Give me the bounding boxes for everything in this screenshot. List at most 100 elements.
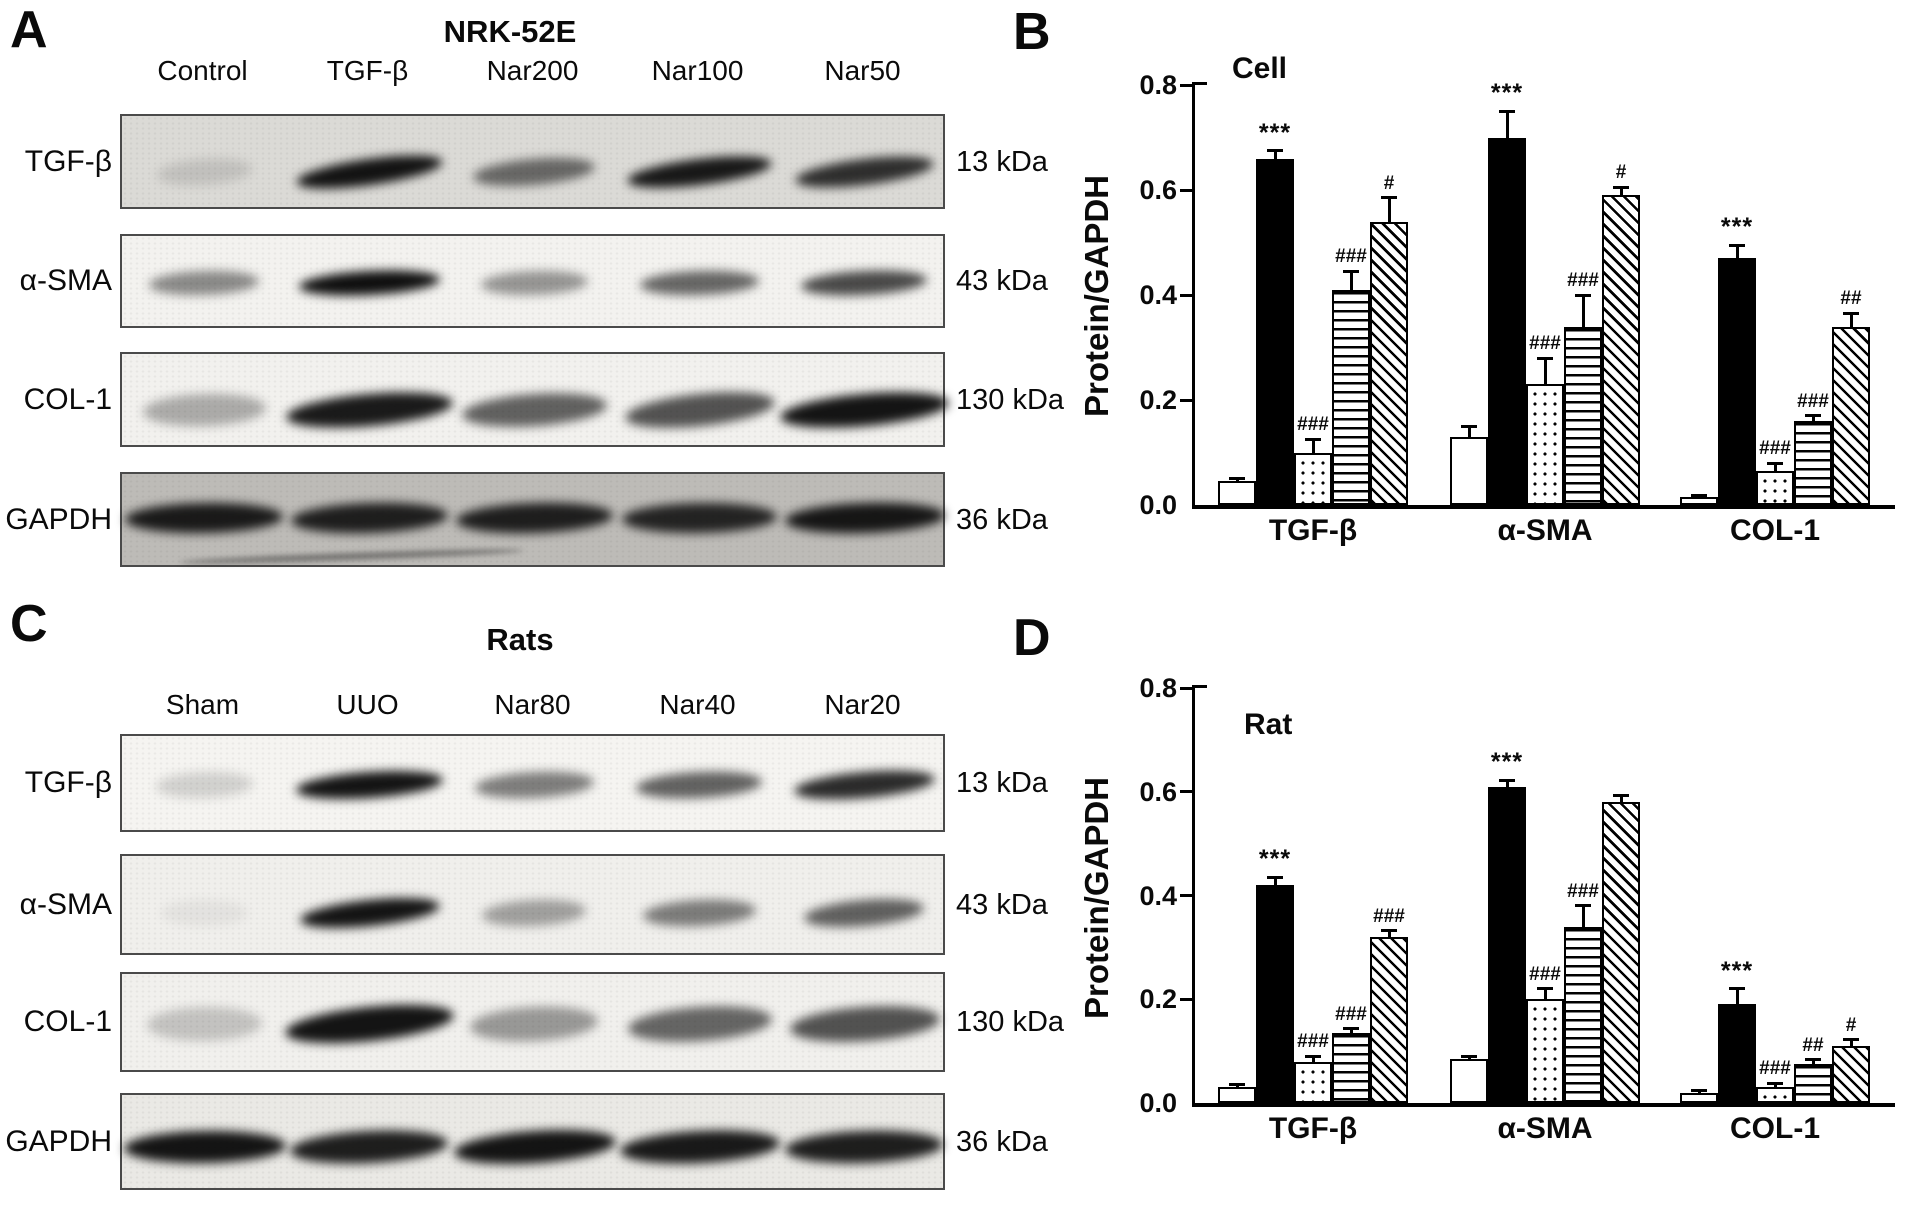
protein-band [626,1002,773,1046]
protein-band [452,1124,617,1169]
panel-d-letter: D [1013,609,1051,667]
protein-band [123,1129,286,1164]
error-bar-stem [1619,795,1623,803]
bar-dotted [1756,1087,1794,1103]
protein-band [298,267,441,299]
error-bar-cap [1575,904,1591,908]
lane-label: UUO [336,689,399,720]
error-bar-stem [1773,463,1777,471]
protein-band [625,149,774,194]
bar-open [1680,1092,1718,1103]
error-bar-stem [1811,1059,1815,1065]
significance-marker: *** [1720,213,1754,242]
error-bar-cap [1537,356,1553,360]
blot-row-label: TGF-β [24,766,112,799]
error-bar-cap [1729,243,1745,247]
protein-band [298,892,441,933]
protein-band [142,391,267,428]
protein-band [283,998,456,1050]
significance-marker: *** [1490,79,1524,108]
blot-row-label: α-SMA [19,264,112,297]
protein-band [623,385,776,434]
bar-diagonal-hatch [1370,221,1408,505]
y-tick-label: 0.8 [1139,673,1177,703]
blot-image [120,114,945,209]
lane-label: Sham [165,689,240,720]
error-bar-stem [1387,930,1391,937]
blot-image [120,472,945,567]
bar-open [1680,497,1718,505]
significance-marker: ### [1759,438,1791,459]
protein-band [784,499,945,536]
significance-marker: ## [1802,1034,1824,1056]
bar-dotted [1526,999,1564,1103]
error-bar-stem [1311,1056,1315,1062]
significance-marker: *** [1258,118,1292,147]
bar-diagonal-hatch [1832,326,1870,505]
bar-open [1218,481,1256,505]
protein-band [480,269,589,297]
error-bar-stem [1773,1083,1777,1088]
blot-image [120,1093,945,1190]
error-bar-cap [1767,461,1783,465]
protein-band [794,150,935,193]
significance-marker: ### [1567,880,1599,902]
bar-horizontal-hatch [1332,1032,1370,1103]
protein-band [125,501,284,534]
significance-marker: ### [1297,414,1329,436]
protein-band [642,896,757,929]
error-bar-cap [1305,437,1321,441]
x-category-label: TGF-β [1268,1112,1358,1145]
panel-a-title: NRK-52E [443,14,577,49]
y-axis-tick [1180,894,1192,897]
bar-open [1450,436,1488,505]
protein-band [635,768,764,802]
blot-row-label: COL-1 [23,1005,112,1038]
molecular-weight-label: 130 kDa [956,1006,1065,1038]
error-bar-stem [1273,150,1277,159]
y-axis [1192,685,1195,1103]
error-bar-cap [1613,794,1629,798]
significance-marker: ### [1297,1031,1329,1053]
lane-label: TGF-β [326,55,409,86]
panel-c-title: Rats [486,622,554,657]
x-category-label: COL-1 [1730,514,1820,547]
significance-marker: *** [1720,956,1754,985]
significance-marker: ### [1335,246,1367,268]
error-bar-cap [1843,1038,1859,1042]
bar-dotted [1756,470,1794,505]
bar-open [1450,1058,1488,1103]
bar-solid-black [1488,137,1526,505]
y-axis [1192,82,1195,505]
bar-horizontal-hatch [1332,289,1370,505]
y-axis-tick [1180,398,1192,402]
error-bar-stem [1849,1039,1853,1046]
error-bar-stem [1505,780,1509,787]
error-bar-stem [1849,313,1853,327]
blot-row-label: COL-1 [23,382,112,416]
protein-band [474,768,595,802]
x-category-label: COL-1 [1730,1112,1820,1145]
protein-band [149,269,260,297]
y-axis-tick [1180,997,1192,1001]
x-category-label: α-SMA [1497,1112,1593,1145]
y-axis-top-tick [1195,685,1207,688]
bar-diagonal-hatch [1602,802,1640,1103]
bar-horizontal-hatch [1794,421,1832,505]
lane-label: Nar80 [494,689,571,720]
lane-label: Control [157,55,248,86]
error-bar-cap [1229,477,1245,481]
blot-image [120,352,951,447]
panel-b-letter: B [1013,3,1051,61]
y-tick-label: 0.0 [1139,490,1177,520]
significance-marker: ### [1373,905,1405,927]
bar-dotted [1294,1061,1332,1103]
significance-marker: # [1615,162,1627,184]
significance-marker: ### [1335,1003,1367,1025]
blot-row-label: TGF-β [24,144,112,178]
lane-label: Nar50 [824,55,901,86]
error-bar-cap [1691,493,1707,497]
bar-diagonal-hatch [1370,937,1408,1103]
error-bar-cap [1229,1083,1245,1087]
protein-band [460,388,609,431]
